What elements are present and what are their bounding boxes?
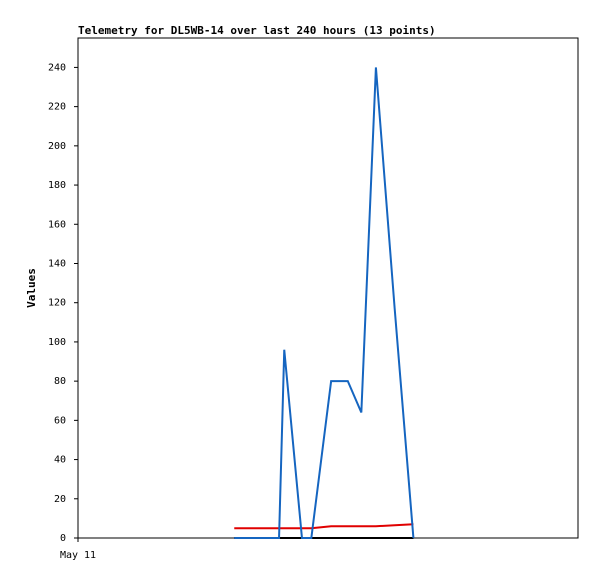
y-tick-label: 60 xyxy=(54,415,66,426)
chart-title: Telemetry for DL5WB-14 over last 240 hou… xyxy=(78,24,436,37)
y-tick-label: 240 xyxy=(48,62,66,73)
y-tick-label: 200 xyxy=(48,141,66,152)
plot-area xyxy=(77,37,579,539)
y-tick-label: 0 xyxy=(60,533,66,544)
x-tick-label: May 11 xyxy=(60,550,96,561)
y-tick-label: 100 xyxy=(48,337,66,348)
y-tick-label: 80 xyxy=(54,376,66,387)
y-tick-label: 40 xyxy=(54,455,66,466)
y-tick-label: 180 xyxy=(48,180,66,191)
series-line xyxy=(234,523,414,530)
y-tick-label: 220 xyxy=(48,102,66,113)
y-tick-label: 160 xyxy=(48,219,66,230)
y-tick-label: 20 xyxy=(54,494,66,505)
y-axis-label: Values xyxy=(25,268,38,308)
y-tick-label: 140 xyxy=(48,258,66,269)
series-line xyxy=(234,67,415,539)
y-tick-label: 120 xyxy=(48,298,66,309)
